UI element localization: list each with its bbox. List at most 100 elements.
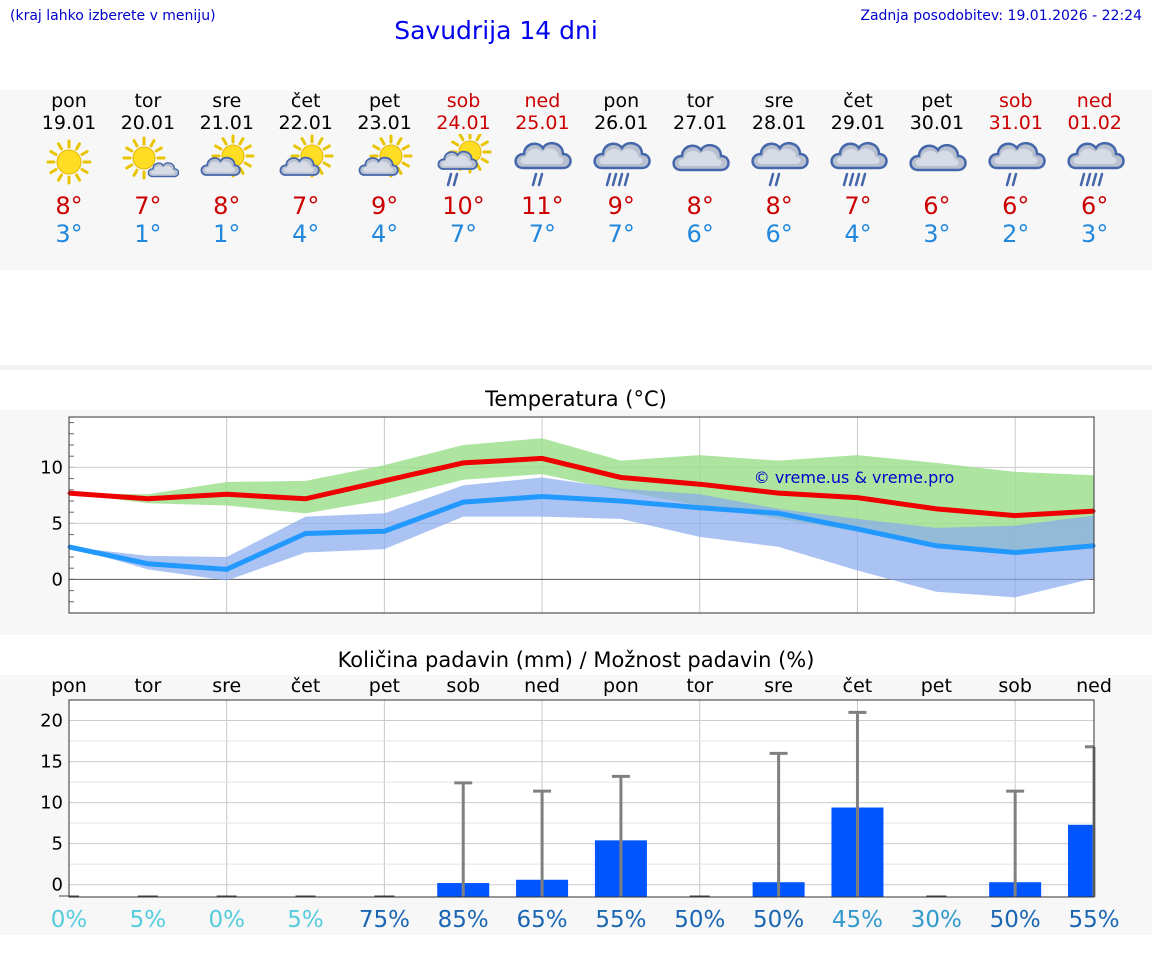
weekday-axis-label: tor	[134, 675, 161, 697]
heavy-rain-icon	[842, 172, 867, 187]
location-hint[interactable]: (kraj lahko izberete v meniju)	[10, 8, 216, 24]
y-tick-label: 20	[40, 711, 63, 732]
weekday-axis-label: pet	[369, 675, 400, 697]
cloud-icon	[830, 141, 888, 170]
max-point	[855, 496, 859, 500]
day-column[interactable]: čet 29.01 7° 4°	[818, 90, 898, 248]
max-point	[461, 461, 465, 465]
weekday-label: pon	[603, 90, 640, 112]
cloud-heavy-rain-icon	[830, 141, 888, 187]
min-temperature: 7°	[528, 220, 557, 248]
max-temperature: 9°	[607, 192, 635, 220]
min-point	[934, 544, 938, 548]
min-temperature: 2°	[1002, 220, 1030, 248]
min-temperature: 4°	[370, 220, 399, 248]
day-column[interactable]: pon 26.01 9° 7°	[581, 90, 661, 248]
max-temperature: 8°	[765, 192, 793, 220]
precipitation-range-whisker	[848, 710, 867, 897]
weekday-label: pon	[51, 90, 87, 112]
max-temperature: 9°	[370, 192, 399, 220]
min-point	[855, 527, 859, 531]
day-column[interactable]: tor 27.01 8° 6°	[660, 90, 740, 248]
min-point	[146, 562, 150, 566]
day-column[interactable]: pet 30.01 6° 3°	[897, 90, 977, 248]
min-temperature-line	[68, 494, 1095, 572]
min-temperature: 7°	[607, 220, 635, 248]
max-point	[304, 497, 308, 501]
precipitation-probability: 5%	[287, 907, 324, 933]
day-column[interactable]: čet 22.01 7° 4°	[266, 90, 346, 248]
weekday-axis-label: pon	[603, 675, 639, 697]
max-point	[698, 482, 702, 486]
weekday-axis-label: sob	[446, 675, 480, 697]
max-point	[1013, 514, 1017, 518]
weekday-axis-label: ned	[1076, 675, 1112, 697]
day-column[interactable]: sob 31.01 6° 2°	[976, 90, 1056, 248]
max-temperature: 6°	[1002, 192, 1030, 220]
min-temperature: 3°	[55, 220, 83, 248]
date-label: 23.01	[357, 112, 412, 134]
day-column[interactable]: sob 24.01 10° 7°	[424, 90, 504, 248]
date-label: 19.01	[41, 112, 97, 134]
weekday-axis-label: sre	[764, 675, 793, 697]
cloud-icon	[751, 141, 809, 170]
sun-icon	[46, 139, 92, 185]
max-point	[934, 507, 938, 511]
weekday-axis-label: ned	[524, 675, 560, 697]
min-temperature: 3°	[923, 220, 951, 248]
y-tick-label: 0	[52, 569, 63, 590]
max-point	[540, 456, 544, 460]
weekday-label: ned	[524, 90, 561, 112]
date-label: 29.01	[830, 112, 886, 134]
y-tick-label: 5	[52, 513, 63, 534]
day-column[interactable]: sre 28.01 8° 6°	[739, 90, 819, 248]
max-temperature-line	[68, 455, 1095, 519]
day-column[interactable]: pet 23.01 9° 4°	[345, 90, 425, 248]
weekday-axis-label: sob	[998, 675, 1032, 697]
date-label: 30.01	[909, 112, 965, 134]
precipitation-range-whisker	[454, 781, 473, 897]
min-point	[619, 499, 623, 503]
precipitation-probability: 75%	[359, 907, 410, 933]
precipitation-range-whisker	[769, 751, 788, 897]
day-column[interactable]: ned 01.02 6° 3°	[1055, 90, 1135, 248]
precipitation-probability: 55%	[595, 907, 646, 933]
cloud-rain-icon	[988, 141, 1046, 187]
sun-behind-cloud-icon	[279, 134, 334, 178]
rain-icon	[768, 172, 781, 187]
section-divider	[0, 365, 1152, 370]
weekday-axis-label: tor	[686, 675, 713, 697]
min-temperature: 4°	[844, 220, 872, 248]
precipitation-bar	[1068, 824, 1094, 897]
max-point	[146, 497, 150, 501]
date-label: 27.01	[672, 112, 728, 134]
cloud-icon	[672, 143, 730, 172]
min-point	[1013, 551, 1017, 555]
temperature-chart: 0 5 10 © vreme.us & vreme.pro	[40, 416, 1096, 614]
cloud-heavy-rain-icon	[593, 141, 652, 187]
day-column[interactable]: sre 21.01 8° 1°	[187, 90, 267, 248]
max-point	[777, 491, 781, 495]
max-temperature: 10°	[442, 192, 485, 220]
max-temperature: 7°	[292, 192, 320, 220]
last-updated: Zadnja posodobitev: 19.01.2026 - 22:24	[860, 8, 1142, 24]
rain-icon	[532, 172, 544, 187]
cloud-icon	[909, 143, 967, 172]
day-column[interactable]: tor 20.01 7° 1°	[108, 90, 188, 248]
day-column[interactable]: pon 19.01 8° 3°	[29, 90, 109, 248]
precipitation-chart-title: Količina padavin (mm) / Možnost padavin …	[337, 648, 815, 672]
cloud-icon	[672, 143, 730, 172]
weekday-label: tor	[686, 90, 714, 112]
temperature-chart-title: Temperatura (°C)	[485, 387, 667, 411]
sun-behind-cloud-icon	[358, 134, 413, 178]
sun-cloud-rain-icon	[437, 134, 491, 187]
precipitation-probability: 45%	[832, 907, 883, 933]
y-tick-label: 5	[52, 834, 63, 855]
y-tick-label: 10	[40, 457, 63, 478]
day-column[interactable]: ned 25.01 11° 7°	[502, 90, 582, 248]
small-cloud-icon	[147, 162, 180, 178]
date-label: 22.01	[278, 112, 333, 134]
cloud-rain-icon	[751, 141, 809, 187]
y-tick-label: 15	[40, 752, 63, 773]
cloud-icon	[200, 156, 241, 176]
